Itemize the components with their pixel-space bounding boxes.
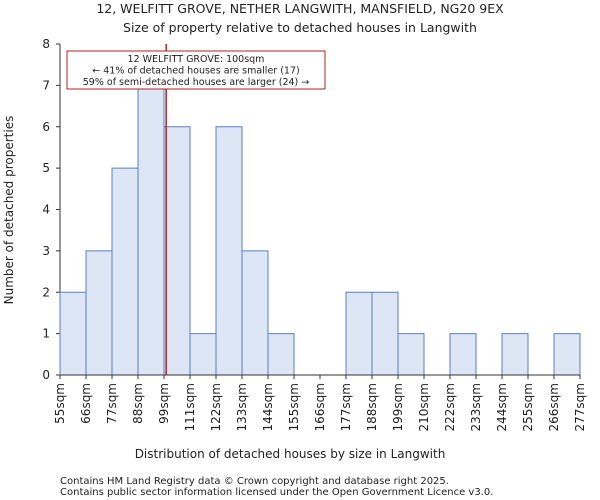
bar-55sqm <box>59 291 87 376</box>
bar-222sqm <box>449 333 477 376</box>
y-tick-label: 4 <box>42 203 50 217</box>
y-axis: 0 1 2 3 4 5 6 7 8 <box>42 37 61 382</box>
footer-line-1: Contains HM Land Registry data © Crown c… <box>60 476 449 487</box>
x-tick-label: 55sqm <box>53 383 67 424</box>
x-tick-label: 188sqm <box>365 383 379 431</box>
y-axis-label: Number of detached properties <box>2 116 16 305</box>
x-tick-label: 155sqm <box>287 383 301 431</box>
x-tick-label: 166sqm <box>313 383 327 431</box>
y-tick-label: 5 <box>42 161 50 175</box>
bar-244sqm <box>501 333 529 376</box>
y-tick-label: 7 <box>42 78 50 92</box>
x-tick-label: 77sqm <box>105 383 119 424</box>
annotation-line-3: 59% of semi-detached houses are larger (… <box>83 77 310 88</box>
x-tick-label: 66sqm <box>79 383 93 424</box>
bar-266sqm <box>553 333 581 376</box>
bar-111sqm <box>189 333 217 376</box>
x-tick-label: 133sqm <box>235 383 249 431</box>
x-tick-label: 244sqm <box>495 383 509 431</box>
x-tick-label: 233sqm <box>469 383 483 431</box>
bar-99sqm <box>163 126 191 376</box>
chart-subtitle: Size of property relative to detached ho… <box>123 20 477 35</box>
y-tick-label: 3 <box>42 244 50 258</box>
bars <box>59 84 581 376</box>
y-tick-label: 2 <box>42 285 50 299</box>
bar-66sqm <box>85 250 113 376</box>
footer-line-2: Contains public sector information licen… <box>60 487 493 498</box>
x-tick-label: 222sqm <box>443 383 457 431</box>
bar-88sqm <box>137 84 165 376</box>
x-tick-label: 255sqm <box>521 383 535 431</box>
x-axis: 55sqm 66sqm 77sqm 88sqm 99sqm 111sqm 122sqm 133… <box>53 374 587 431</box>
bar-199sqm <box>397 333 425 376</box>
bar-77sqm <box>111 167 139 376</box>
bar-122sqm <box>215 126 243 376</box>
x-tick-label: 99sqm <box>157 383 171 424</box>
annotation-line-2: ← 41% of detached houses are smaller (17… <box>92 66 299 77</box>
y-tick-label: 8 <box>42 37 50 51</box>
x-tick-label: 122sqm <box>209 383 223 431</box>
bar-188sqm <box>371 291 399 376</box>
x-tick-label: 266sqm <box>547 383 561 431</box>
annotation-line-1: 12 WELFITT GROVE: 100sqm <box>128 54 265 65</box>
annotation-box <box>66 50 326 90</box>
x-tick-label: 177sqm <box>339 383 353 431</box>
x-tick-label: 88sqm <box>131 383 145 424</box>
y-tick-label: 1 <box>42 327 50 341</box>
chart-title: 12, WELFITT GROVE, NETHER LANGWITH, MANS… <box>96 1 504 16</box>
x-axis-label: Distribution of detached houses by size … <box>135 447 446 461</box>
bar-133sqm <box>241 250 269 376</box>
bar-144sqm <box>267 333 295 376</box>
x-tick-label: 210sqm <box>417 383 431 431</box>
x-tick-label: 199sqm <box>391 383 405 431</box>
x-tick-label: 277sqm <box>573 383 587 431</box>
bar-177sqm <box>345 291 373 376</box>
x-tick-label: 144sqm <box>261 383 275 431</box>
y-tick-label: 6 <box>42 120 50 134</box>
y-tick-label: 0 <box>42 368 50 382</box>
property-marker: 12 WELFITT GROVE: 100sqm← 41% of detache… <box>66 44 326 375</box>
x-tick-label: 111sqm <box>183 383 197 431</box>
